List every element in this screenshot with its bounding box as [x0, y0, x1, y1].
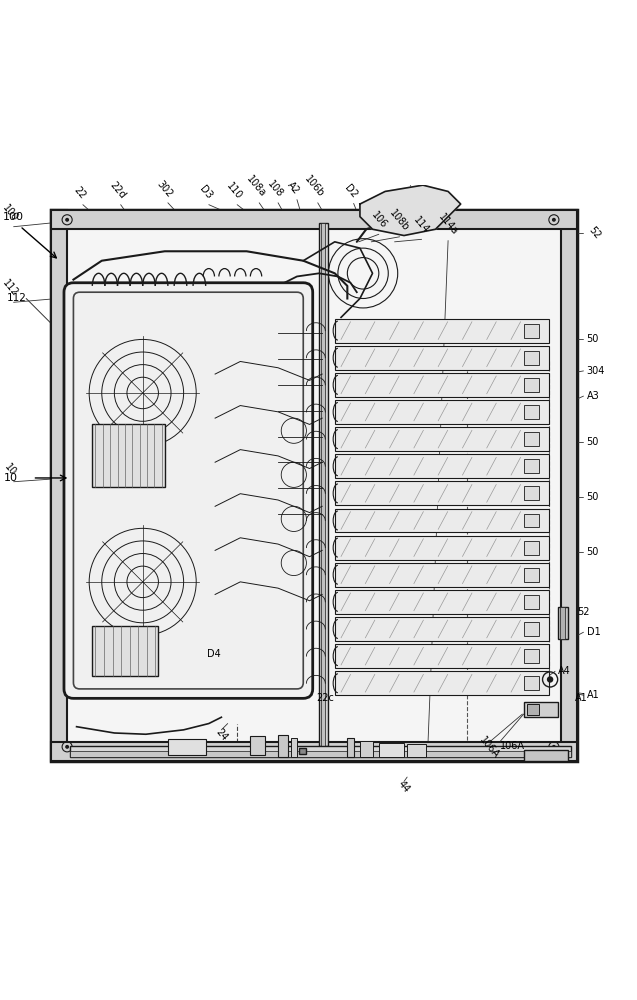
Circle shape: [66, 219, 68, 221]
Text: 22d: 22d: [108, 180, 127, 201]
Bar: [527, 704, 540, 715]
Text: 108b: 108b: [388, 208, 412, 233]
Bar: [524, 514, 540, 527]
Text: 50: 50: [587, 437, 599, 447]
Text: 302: 302: [155, 178, 175, 199]
Circle shape: [553, 746, 555, 748]
Text: 50: 50: [587, 547, 599, 557]
Bar: [561, 210, 577, 761]
Text: 114: 114: [412, 215, 431, 236]
Text: 22: 22: [72, 185, 87, 201]
Text: 110: 110: [224, 180, 244, 201]
Bar: [70, 746, 571, 757]
Text: 108a: 108a: [245, 174, 268, 199]
Bar: [524, 459, 540, 473]
Bar: [92, 626, 159, 676]
Bar: [524, 702, 558, 717]
Bar: [347, 738, 354, 757]
Text: 106A: 106A: [500, 741, 525, 751]
Text: 50: 50: [587, 334, 599, 344]
Bar: [52, 210, 577, 761]
Bar: [524, 405, 540, 419]
Bar: [524, 750, 568, 761]
Text: A4: A4: [558, 666, 571, 676]
Bar: [335, 481, 549, 505]
Text: 52: 52: [587, 225, 603, 241]
Bar: [52, 210, 67, 761]
Text: 50: 50: [587, 492, 599, 502]
Bar: [360, 741, 373, 757]
Bar: [407, 744, 426, 757]
Bar: [524, 324, 540, 338]
Text: 100: 100: [1, 202, 20, 223]
Bar: [560, 607, 565, 639]
Bar: [70, 751, 571, 757]
Bar: [524, 649, 540, 663]
Polygon shape: [360, 185, 461, 236]
Bar: [335, 400, 549, 424]
Bar: [335, 427, 549, 451]
Text: A3: A3: [587, 391, 599, 401]
Text: 112: 112: [7, 293, 27, 303]
Text: 304: 304: [587, 366, 605, 376]
Circle shape: [553, 219, 555, 221]
Bar: [524, 568, 540, 582]
Bar: [92, 424, 165, 487]
Circle shape: [548, 677, 553, 682]
Bar: [168, 739, 206, 755]
Bar: [524, 595, 540, 609]
Text: D2: D2: [342, 183, 359, 200]
Text: A1: A1: [575, 693, 588, 703]
Text: 114a: 114a: [436, 212, 460, 237]
Text: D1: D1: [587, 627, 601, 637]
Bar: [335, 454, 549, 478]
Text: A2: A2: [286, 180, 302, 196]
Bar: [379, 743, 404, 757]
Text: 24: 24: [213, 727, 229, 743]
Text: D4: D4: [207, 649, 221, 659]
Bar: [524, 622, 540, 636]
Bar: [335, 373, 549, 397]
Bar: [524, 432, 540, 446]
Bar: [335, 536, 549, 560]
Bar: [335, 644, 549, 668]
Bar: [335, 590, 549, 614]
Bar: [524, 676, 540, 690]
Bar: [55, 213, 574, 758]
Text: 112: 112: [1, 278, 20, 298]
Text: D3: D3: [197, 184, 214, 201]
Text: 10: 10: [3, 473, 17, 483]
FancyBboxPatch shape: [64, 283, 313, 698]
Text: 44: 44: [396, 779, 412, 794]
Text: 108: 108: [265, 179, 285, 199]
Bar: [335, 509, 549, 532]
Bar: [335, 617, 549, 641]
Bar: [524, 541, 540, 555]
Bar: [335, 563, 549, 587]
Bar: [335, 319, 549, 343]
Text: 52: 52: [577, 607, 590, 617]
Text: 106A: 106A: [477, 735, 501, 760]
Text: 100: 100: [3, 212, 24, 222]
Bar: [558, 607, 568, 639]
Bar: [52, 742, 577, 761]
Bar: [524, 486, 540, 500]
Text: 22c: 22c: [317, 693, 334, 703]
Bar: [321, 223, 325, 746]
Bar: [250, 736, 266, 755]
Bar: [278, 735, 287, 757]
Bar: [335, 346, 549, 370]
Text: A1: A1: [587, 690, 599, 700]
Text: 106b: 106b: [303, 174, 326, 199]
Bar: [319, 223, 329, 746]
Bar: [299, 748, 306, 754]
Circle shape: [66, 746, 68, 748]
Bar: [290, 738, 297, 757]
Bar: [52, 210, 577, 229]
Bar: [524, 378, 540, 392]
Bar: [335, 671, 549, 695]
Bar: [524, 351, 540, 365]
Text: 10: 10: [3, 462, 18, 478]
Text: 106: 106: [369, 210, 389, 230]
